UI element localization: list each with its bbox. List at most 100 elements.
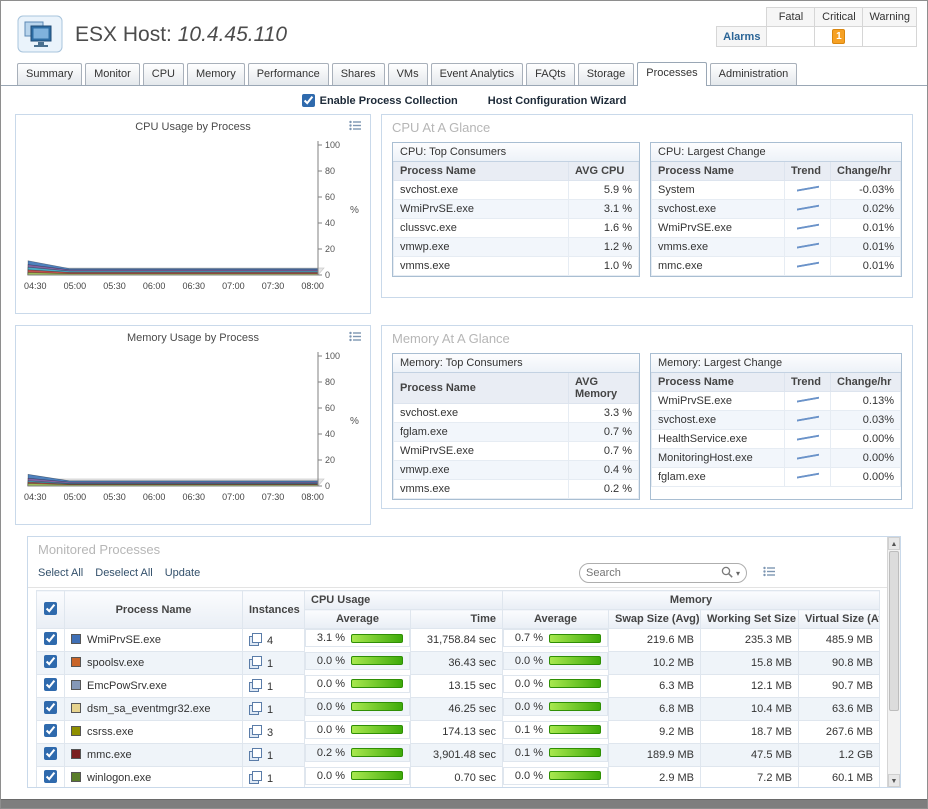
instances-icon — [249, 679, 262, 692]
row-checkbox[interactable] — [44, 655, 57, 668]
chart-options-icon[interactable] — [349, 120, 362, 134]
select-all-checkbox-cell[interactable] — [36, 590, 65, 629]
column-header-process-name[interactable]: Process Name — [393, 162, 569, 181]
search-icon[interactable] — [720, 565, 734, 582]
scrollbar-thumb[interactable] — [889, 551, 899, 711]
scrollbar-up-arrow-icon[interactable]: ▲ — [888, 537, 900, 550]
select-all-link[interactable]: Select All — [38, 567, 84, 579]
svg-text:60: 60 — [325, 403, 335, 413]
cpu-usage-chart: 0 20 40 60 80 100% — [27, 140, 359, 280]
x-axis-label: 08:00 — [301, 492, 324, 502]
column-header-avg-memory[interactable]: AVG Memory — [568, 373, 639, 404]
chart-options-icon[interactable] — [349, 331, 362, 345]
row-checkbox[interactable] — [44, 701, 57, 714]
tab-performance[interactable]: Performance — [247, 63, 329, 85]
row-checkbox-cell[interactable] — [36, 674, 65, 698]
tab-faqts[interactable]: FAQts — [526, 63, 575, 85]
tab-memory[interactable]: Memory — [186, 63, 245, 85]
column-header-process-name[interactable]: Process Name — [651, 373, 785, 392]
row-checkbox-cell[interactable] — [36, 743, 65, 767]
memory-average-value: 0.7 % — [514, 632, 544, 644]
tab-summary[interactable]: Summary — [17, 63, 83, 85]
search-input[interactable] — [586, 567, 720, 579]
column-group-memory[interactable]: Memory — [502, 590, 880, 610]
tab-vms[interactable]: VMs — [387, 63, 428, 85]
change-per-hr: 0.13% — [830, 391, 901, 411]
x-axis-label: 07:00 — [222, 492, 245, 502]
cpu-average-value: 0.0 % — [316, 654, 345, 667]
memory-average-cell: 0.0 % — [503, 674, 609, 693]
row-checkbox-cell[interactable] — [36, 651, 65, 675]
column-header-time[interactable]: Time — [409, 609, 504, 629]
row-checkbox-cell[interactable] — [36, 766, 65, 787]
tab-administration[interactable]: Administration — [709, 63, 798, 85]
deselect-all-link[interactable]: Deselect All — [95, 567, 153, 579]
vertical-scrollbar[interactable]: ▲ ▼ — [887, 537, 900, 787]
column-header-trend[interactable]: Trend — [784, 373, 831, 392]
scrollbar-down-arrow-icon[interactable]: ▼ — [888, 774, 900, 787]
column-header-working-set[interactable]: Working Set Size — [700, 609, 800, 629]
cpu-time: 13.15 sec — [409, 674, 504, 698]
row-checkbox-cell[interactable] — [36, 720, 65, 744]
process-name: vmms.exe — [393, 479, 569, 499]
svg-text:0: 0 — [325, 270, 330, 280]
column-header-process-name[interactable]: Process Name — [651, 162, 785, 181]
column-header-trend[interactable]: Trend — [784, 162, 831, 181]
instances-cell: 1 — [242, 766, 305, 787]
search-dropdown-chevron-icon[interactable]: ▾ — [735, 568, 740, 578]
warning-count-cell[interactable] — [862, 26, 917, 47]
process-row: dsm_sa_eventmgr32.exe 1 0.0 % 46.25 sec 0.0 … — [36, 697, 880, 721]
process-row: WmiPrvSE.exe 4 3.1 % 31,758.84 sec 0.7 % 219.… — [36, 628, 880, 652]
trend-cell — [784, 429, 831, 449]
instances-count: 1 — [267, 750, 274, 762]
column-group-cpu-usage[interactable]: CPU Usage — [303, 590, 504, 610]
row-checkbox[interactable] — [44, 747, 57, 760]
column-header-avg-cpu[interactable]: AVG CPU — [568, 162, 639, 181]
host-configuration-wizard-link[interactable]: Host Configuration Wizard — [487, 94, 627, 107]
search-box[interactable]: ▾ — [579, 563, 747, 583]
tab-processes[interactable]: Processes — [637, 62, 707, 86]
update-link[interactable]: Update — [164, 567, 201, 579]
column-header-memory-average[interactable]: Average — [502, 609, 610, 629]
row-checkbox[interactable] — [44, 632, 57, 645]
row-checkbox[interactable] — [44, 724, 57, 737]
tab-shares[interactable]: Shares — [331, 63, 385, 85]
process-color-swatch — [71, 772, 81, 782]
tab-cpu[interactable]: CPU — [142, 63, 184, 85]
enable-process-collection-checkbox[interactable] — [301, 94, 315, 107]
column-header-swap-size[interactable]: Swap Size (Avg) — [608, 609, 702, 629]
row-checkbox[interactable] — [44, 678, 57, 691]
process-row: mmc.exe 1 0.2 % 3,901.48 sec 0.1 % 189.9 MB 47… — [36, 743, 880, 767]
column-header-instances[interactable]: Instances — [242, 590, 305, 629]
select-all-checkbox[interactable] — [44, 601, 57, 615]
column-header-process-name[interactable]: Process Name — [393, 373, 569, 404]
row-checkbox-cell[interactable] — [36, 628, 65, 652]
instances-count: 3 — [267, 727, 274, 739]
column-header-process-name[interactable]: Process Name — [64, 590, 243, 629]
critical-count-badge[interactable]: 1 — [832, 29, 846, 44]
cpu-largest-change-table: Process Name Trend Change/hr System -0.03% sv… — [651, 162, 901, 276]
tab-monitor[interactable]: Monitor — [85, 63, 140, 85]
table-customizer-icon[interactable] — [763, 566, 776, 580]
memory-chart-title: Memory Usage by Process — [126, 332, 260, 344]
tab-storage[interactable]: Storage — [577, 63, 635, 85]
glance-row: fglam.exe 0.00% — [651, 467, 901, 487]
column-header-change-hr[interactable]: Change/hr — [830, 162, 901, 181]
memory-usage-bar — [549, 679, 602, 688]
cpu-time: 174.13 sec — [409, 720, 504, 744]
memory-largest-change-table: Process Name Trend Change/hr WmiPrvSE.exe 0.… — [651, 373, 901, 487]
cpu-average-cell: 0.0 % — [305, 766, 410, 785]
fatal-count-cell[interactable] — [766, 26, 816, 47]
column-header-virtual-size[interactable]: Virtual Size (Avg) — [798, 609, 880, 629]
critical-count-cell[interactable]: 1 — [814, 26, 864, 47]
column-header-cpu-average[interactable]: Average — [304, 609, 411, 629]
process-name-cell: EmcPowSrv.exe — [64, 674, 243, 698]
process-name: WmiPrvSE.exe — [393, 199, 569, 219]
enable-process-collection-label[interactable]: Enable Process Collection — [301, 94, 458, 107]
tab-event-analytics[interactable]: Event Analytics — [430, 63, 524, 85]
trend-sparkline-icon — [796, 452, 819, 461]
column-header-change-hr[interactable]: Change/hr — [830, 373, 901, 392]
row-checkbox-cell[interactable] — [36, 697, 65, 721]
row-checkbox[interactable] — [44, 770, 57, 783]
change-per-hr: 0.01% — [830, 218, 901, 238]
